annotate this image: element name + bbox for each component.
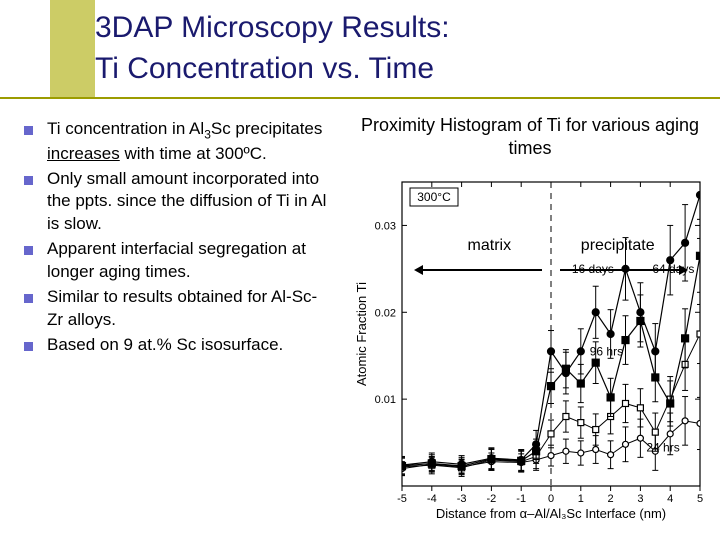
bullet-item: Similar to results obtained for Al-Sc-Zr… <box>20 286 330 332</box>
title-line-1: 3DAP Microscopy Results: <box>95 8 655 49</box>
svg-text:-2: -2 <box>487 493 497 505</box>
svg-text:3: 3 <box>637 493 643 505</box>
svg-text:4: 4 <box>667 493 673 505</box>
svg-text:-3: -3 <box>457 493 467 505</box>
bullet-item: Based on 9 at.% Sc isosurface. <box>20 334 330 357</box>
svg-text:-5: -5 <box>397 493 407 505</box>
chart-svg: -5 -4 -3 -2 -1 0 1 2 3 4 5 0.01 0.02 0.03 Distance fro… <box>352 172 710 524</box>
bullet-item: Ti concentration in Al3Sc precipitates i… <box>20 118 330 166</box>
svg-text:5: 5 <box>697 493 703 505</box>
bullet-mark-icon <box>24 246 33 255</box>
arrow-right-icon <box>560 265 688 275</box>
svg-text:24 hrs: 24 hrs <box>646 440 679 454</box>
chart-title: Proximity Histogram of Ti for various ag… <box>345 114 715 161</box>
svg-text:300°C: 300°C <box>417 190 451 204</box>
svg-text:0.01: 0.01 <box>375 394 396 406</box>
svg-text:1: 1 <box>578 493 584 505</box>
bullet-mark-icon <box>24 294 33 303</box>
svg-text:-1: -1 <box>516 493 526 505</box>
bullet-item: Only small amount incorporated into the … <box>20 168 330 237</box>
svg-text:Atomic Fraction Ti: Atomic Fraction Ti <box>354 282 369 386</box>
bullet-text: Similar to results obtained for Al-Sc-Zr… <box>47 286 330 332</box>
svg-text:0.03: 0.03 <box>375 220 396 232</box>
bullet-item: Apparent interfacial segregation at long… <box>20 238 330 284</box>
bullet-text: Apparent interfacial segregation at long… <box>47 238 330 284</box>
bullet-list: Ti concentration in Al3Sc precipitates i… <box>20 118 330 359</box>
svg-text:Distance from α–Al/Al₃Sc Inter: Distance from α–Al/Al₃Sc Interface (nm) <box>436 506 666 521</box>
matrix-label: matrix <box>468 237 512 255</box>
arrow-left-icon <box>414 265 542 275</box>
bullet-mark-icon <box>24 342 33 351</box>
svg-text:2: 2 <box>608 493 614 505</box>
bullet-text: Only small amount incorporated into the … <box>47 168 330 237</box>
bullet-text: Based on 9 at.% Sc isosurface. <box>47 334 283 357</box>
title-accent-block <box>50 0 95 97</box>
precipitate-label: precipitate <box>581 237 655 255</box>
bullet-mark-icon <box>24 126 33 135</box>
svg-text:96 hrs: 96 hrs <box>590 345 623 359</box>
slide-title: 3DAP Microscopy Results: Ti Concentratio… <box>95 8 655 89</box>
svg-text:0: 0 <box>548 493 554 505</box>
svg-text:0.02: 0.02 <box>375 307 396 319</box>
proximity-histogram-chart: -5 -4 -3 -2 -1 0 1 2 3 4 5 0.01 0.02 0.03 Distance fro… <box>352 172 710 524</box>
title-underline <box>0 97 720 99</box>
svg-text:-4: -4 <box>427 493 437 505</box>
bullet-mark-icon <box>24 176 33 185</box>
bullet-text: Ti concentration in Al3Sc precipitates i… <box>47 118 330 166</box>
title-line-2: Ti Concentration vs. Time <box>95 49 655 90</box>
